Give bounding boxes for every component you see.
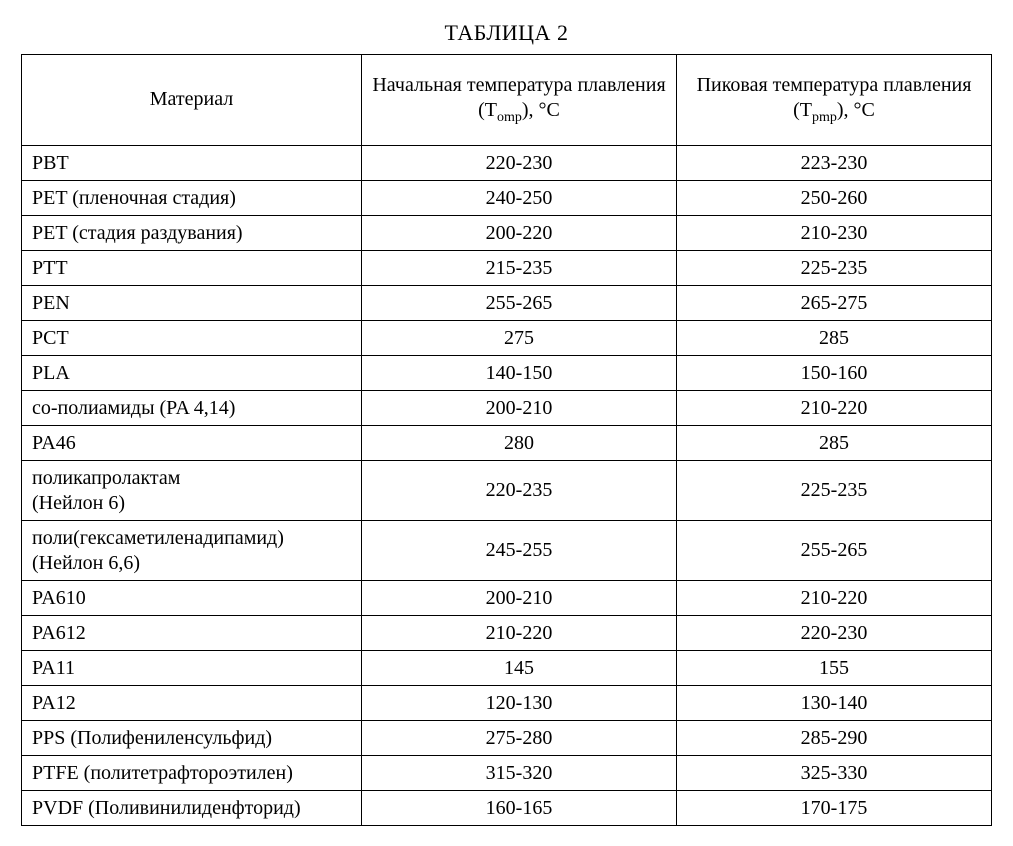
cell-material: PLA (22, 355, 362, 390)
table-row: поли(гексаметиленадипамид)(Нейлон 6,6)24… (22, 520, 992, 580)
cell-tpmp: 265-275 (677, 285, 992, 320)
table-row: PEN255-265265-275 (22, 285, 992, 320)
col-header-material: Материал (22, 55, 362, 146)
table-row: со-полиамиды (PA 4,14)200-210210-220 (22, 390, 992, 425)
cell-material: PA11 (22, 650, 362, 685)
cell-material: поликапролактам(Нейлон 6) (22, 460, 362, 520)
cell-tomp: 120-130 (362, 685, 677, 720)
col-header-tpmp: Пиковая температура плавления (Tpmp), °C (677, 55, 992, 146)
table-row: PBT220-230223-230 (22, 145, 992, 180)
col-header-tomp-sub: omp (497, 110, 522, 125)
cell-tpmp: 285 (677, 425, 992, 460)
cell-tomp: 220-230 (362, 145, 677, 180)
table-header-row: Материал Начальная температура плавления… (22, 55, 992, 146)
cell-material: PPS (Полифениленсульфид) (22, 720, 362, 755)
table-title: ТАБЛИЦА 2 (20, 20, 993, 46)
table-row: PVDF (Поливинилиденфторид)160-165170-175 (22, 790, 992, 825)
cell-tpmp: 223-230 (677, 145, 992, 180)
table-body: PBT220-230223-230PET (пленочная стадия)2… (22, 145, 992, 825)
cell-material: PA12 (22, 685, 362, 720)
materials-table: Материал Начальная температура плавления… (21, 54, 992, 826)
cell-tpmp: 225-235 (677, 250, 992, 285)
cell-material: PA46 (22, 425, 362, 460)
cell-tpmp: 210-230 (677, 215, 992, 250)
table-row: PA612210-220220-230 (22, 615, 992, 650)
cell-tomp: 140-150 (362, 355, 677, 390)
cell-tomp: 245-255 (362, 520, 677, 580)
cell-material: PTFE (политетрафтороэтилен) (22, 755, 362, 790)
table-row: PLA140-150150-160 (22, 355, 992, 390)
cell-tpmp: 225-235 (677, 460, 992, 520)
cell-material: со-полиамиды (PA 4,14) (22, 390, 362, 425)
table-row: PTT215-235225-235 (22, 250, 992, 285)
cell-tomp: 160-165 (362, 790, 677, 825)
col-header-tpmp-post: ), °C (837, 99, 875, 121)
col-header-tomp-post: ), °C (522, 99, 560, 121)
cell-material: поли(гексаметиленадипамид)(Нейлон 6,6) (22, 520, 362, 580)
table-row: PET (стадия раздувания)200-220210-230 (22, 215, 992, 250)
cell-tomp: 200-210 (362, 390, 677, 425)
cell-tpmp: 255-265 (677, 520, 992, 580)
cell-tpmp: 210-220 (677, 390, 992, 425)
cell-tpmp: 250-260 (677, 180, 992, 215)
cell-material: PET (стадия раздувания) (22, 215, 362, 250)
table-row: PA11145155 (22, 650, 992, 685)
cell-tpmp: 155 (677, 650, 992, 685)
cell-tomp: 145 (362, 650, 677, 685)
col-header-tpmp-sub: pmp (812, 110, 837, 125)
cell-tpmp: 210-220 (677, 580, 992, 615)
cell-material: PBT (22, 145, 362, 180)
table-row: PCT275285 (22, 320, 992, 355)
table-row: поликапролактам(Нейлон 6)220-235225-235 (22, 460, 992, 520)
cell-tomp: 275 (362, 320, 677, 355)
cell-tomp: 240-250 (362, 180, 677, 215)
table-row: PA610200-210210-220 (22, 580, 992, 615)
cell-material: PA610 (22, 580, 362, 615)
cell-tomp: 200-220 (362, 215, 677, 250)
cell-material: PEN (22, 285, 362, 320)
cell-tpmp: 170-175 (677, 790, 992, 825)
table-row: PPS (Полифениленсульфид)275-280285-290 (22, 720, 992, 755)
cell-tpmp: 150-160 (677, 355, 992, 390)
cell-material: PVDF (Поливинилиденфторид) (22, 790, 362, 825)
table-row: PA46280285 (22, 425, 992, 460)
table-row: PA12120-130130-140 (22, 685, 992, 720)
cell-material: PET (пленочная стадия) (22, 180, 362, 215)
cell-material: PA612 (22, 615, 362, 650)
cell-tpmp: 325-330 (677, 755, 992, 790)
cell-tpmp: 130-140 (677, 685, 992, 720)
cell-material: PTT (22, 250, 362, 285)
cell-tomp: 280 (362, 425, 677, 460)
cell-tomp: 210-220 (362, 615, 677, 650)
col-header-tomp: Начальная температура плавления (Tomp), … (362, 55, 677, 146)
cell-tpmp: 220-230 (677, 615, 992, 650)
cell-tpmp: 285 (677, 320, 992, 355)
cell-tomp: 255-265 (362, 285, 677, 320)
cell-tomp: 215-235 (362, 250, 677, 285)
cell-material: PCT (22, 320, 362, 355)
cell-tomp: 220-235 (362, 460, 677, 520)
table-row: PET (пленочная стадия)240-250250-260 (22, 180, 992, 215)
table-row: PTFE (политетрафтороэтилен)315-320325-33… (22, 755, 992, 790)
cell-tomp: 315-320 (362, 755, 677, 790)
cell-tpmp: 285-290 (677, 720, 992, 755)
cell-tomp: 275-280 (362, 720, 677, 755)
cell-tomp: 200-210 (362, 580, 677, 615)
